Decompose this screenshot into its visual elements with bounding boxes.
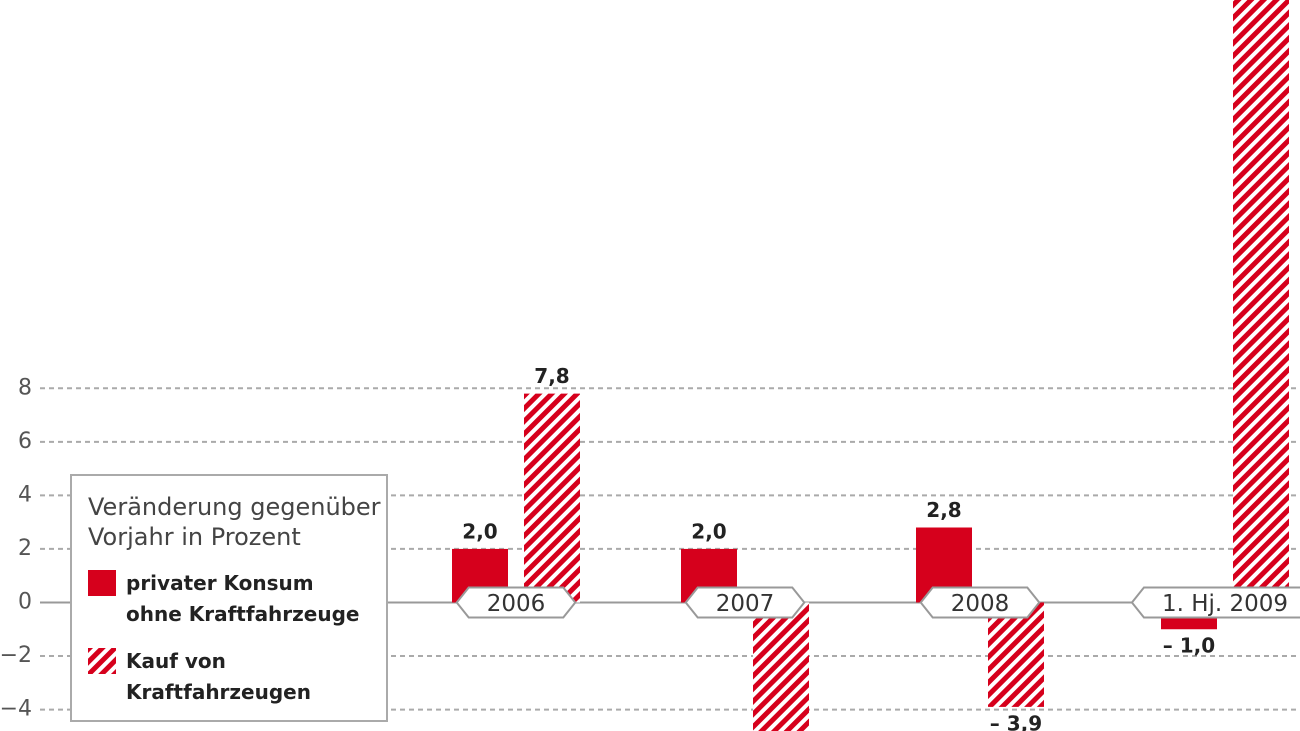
category-box [455, 586, 577, 619]
value-label: 7,8 [534, 364, 569, 388]
legend-item: Kauf von Kraftfahrzeugen [88, 646, 370, 708]
legend-swatch [88, 570, 116, 596]
x-tick-label: 1. Hj. 2009 [1162, 591, 1288, 617]
bar [988, 602, 1044, 707]
value-label: 2,0 [462, 519, 497, 543]
value-label: – 3,9 [990, 711, 1042, 731]
value-label: 2,8 [926, 498, 961, 522]
legend-swatch-fill [88, 570, 116, 596]
legend-label: privater Konsum ohne Kraftfahrzeuge [126, 571, 360, 626]
legend-swatch [88, 648, 116, 674]
y-tick-label: −4 [0, 697, 32, 722]
y-tick-label: 4 [18, 482, 32, 507]
y-tick-label: 2 [18, 536, 32, 561]
y-tick-label: 0 [18, 589, 32, 614]
legend-label: Kauf von Kraftfahrzeugen [126, 649, 311, 704]
bar [753, 602, 809, 731]
legend-swatch-fill [88, 648, 116, 674]
legend: Veränderung gegenüber Vorjahr in Prozent… [70, 474, 388, 722]
value-label: – 1,0 [1163, 634, 1215, 658]
category-tag: 2006 [455, 586, 577, 619]
y-tick-label: −2 [0, 643, 32, 668]
x-tick-label: 2006 [487, 591, 546, 617]
value-label: 2,0 [691, 519, 726, 543]
category-box [919, 586, 1041, 619]
bar [1233, 0, 1289, 603]
y-tick-label: 6 [18, 429, 32, 454]
category-tag: 1. Hj. 2009 [1130, 586, 1300, 619]
category-box [684, 586, 806, 619]
category-tag: 2007 [684, 586, 806, 619]
x-tick-label: 2008 [951, 591, 1010, 617]
category-tag: 2008 [919, 586, 1041, 619]
category-box [1130, 586, 1300, 619]
legend-item: privater Konsum ohne Kraftfahrzeuge [88, 568, 370, 630]
bar [524, 393, 580, 603]
legend-title: Veränderung gegenüber Vorjahr in Prozent [88, 493, 381, 551]
x-tick-label: 2007 [716, 591, 775, 617]
y-tick-label: 8 [18, 375, 32, 400]
